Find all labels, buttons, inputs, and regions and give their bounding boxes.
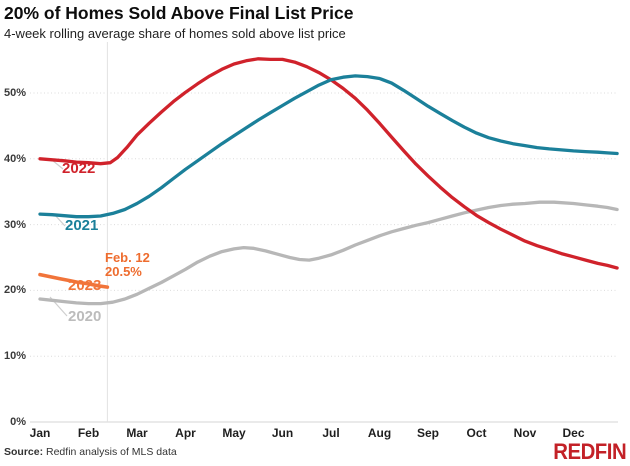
x-tick-nov: Nov: [513, 426, 537, 440]
redfin-logo: REDFIN: [553, 440, 626, 465]
data-lines: [38, 57, 619, 306]
line-2021: [38, 74, 619, 219]
y-tick-40: 40%: [3, 152, 26, 165]
series-label-2023: 2023: [68, 277, 102, 294]
x-tick-jan: Jan: [29, 426, 51, 440]
chart-subtitle: 4-week rolling average share of homes so…: [4, 26, 346, 41]
line-2020: [38, 200, 619, 306]
label-leader-lines: [49, 159, 68, 317]
x-tick-feb: Feb: [77, 426, 100, 440]
y-tick-20: 20%: [3, 284, 26, 297]
x-tick-aug: Aug: [367, 426, 392, 440]
series-label-2021: 2021: [65, 217, 99, 234]
series-label-2022: 2022: [62, 160, 96, 177]
source-label: Source:: [4, 446, 44, 458]
line-2022: [38, 57, 619, 270]
source-text: Redfin analysis of MLS data: [43, 446, 177, 458]
latest-value-annotation: Feb. 12 20.5%: [105, 251, 150, 278]
x-tick-dec: Dec: [562, 426, 585, 440]
line-2023: [38, 272, 110, 289]
x-tick-jun: Jun: [271, 426, 294, 440]
chart-title: 20% of Homes Sold Above Final List Price: [4, 3, 354, 23]
y-tick-0: 0%: [10, 416, 26, 428]
x-tick-may: May: [222, 426, 246, 440]
y-tick-10: 10%: [3, 350, 26, 363]
x-tick-mar: Mar: [126, 426, 148, 440]
y-tick-30: 30%: [3, 218, 26, 231]
source-note: Source: Redfin analysis of MLS data: [4, 446, 177, 458]
x-tick-oct: Oct: [466, 426, 487, 440]
x-tick-jul: Jul: [322, 426, 340, 440]
annotation-date: Feb. 12: [105, 250, 150, 265]
series-label-2020: 2020: [68, 308, 102, 325]
gridlines: [30, 92, 618, 423]
x-tick-sep: Sep: [416, 426, 439, 440]
x-tick-apr: Apr: [175, 426, 196, 440]
y-tick-50: 50%: [3, 87, 26, 99]
annotation-value: 20.5%: [105, 263, 142, 279]
